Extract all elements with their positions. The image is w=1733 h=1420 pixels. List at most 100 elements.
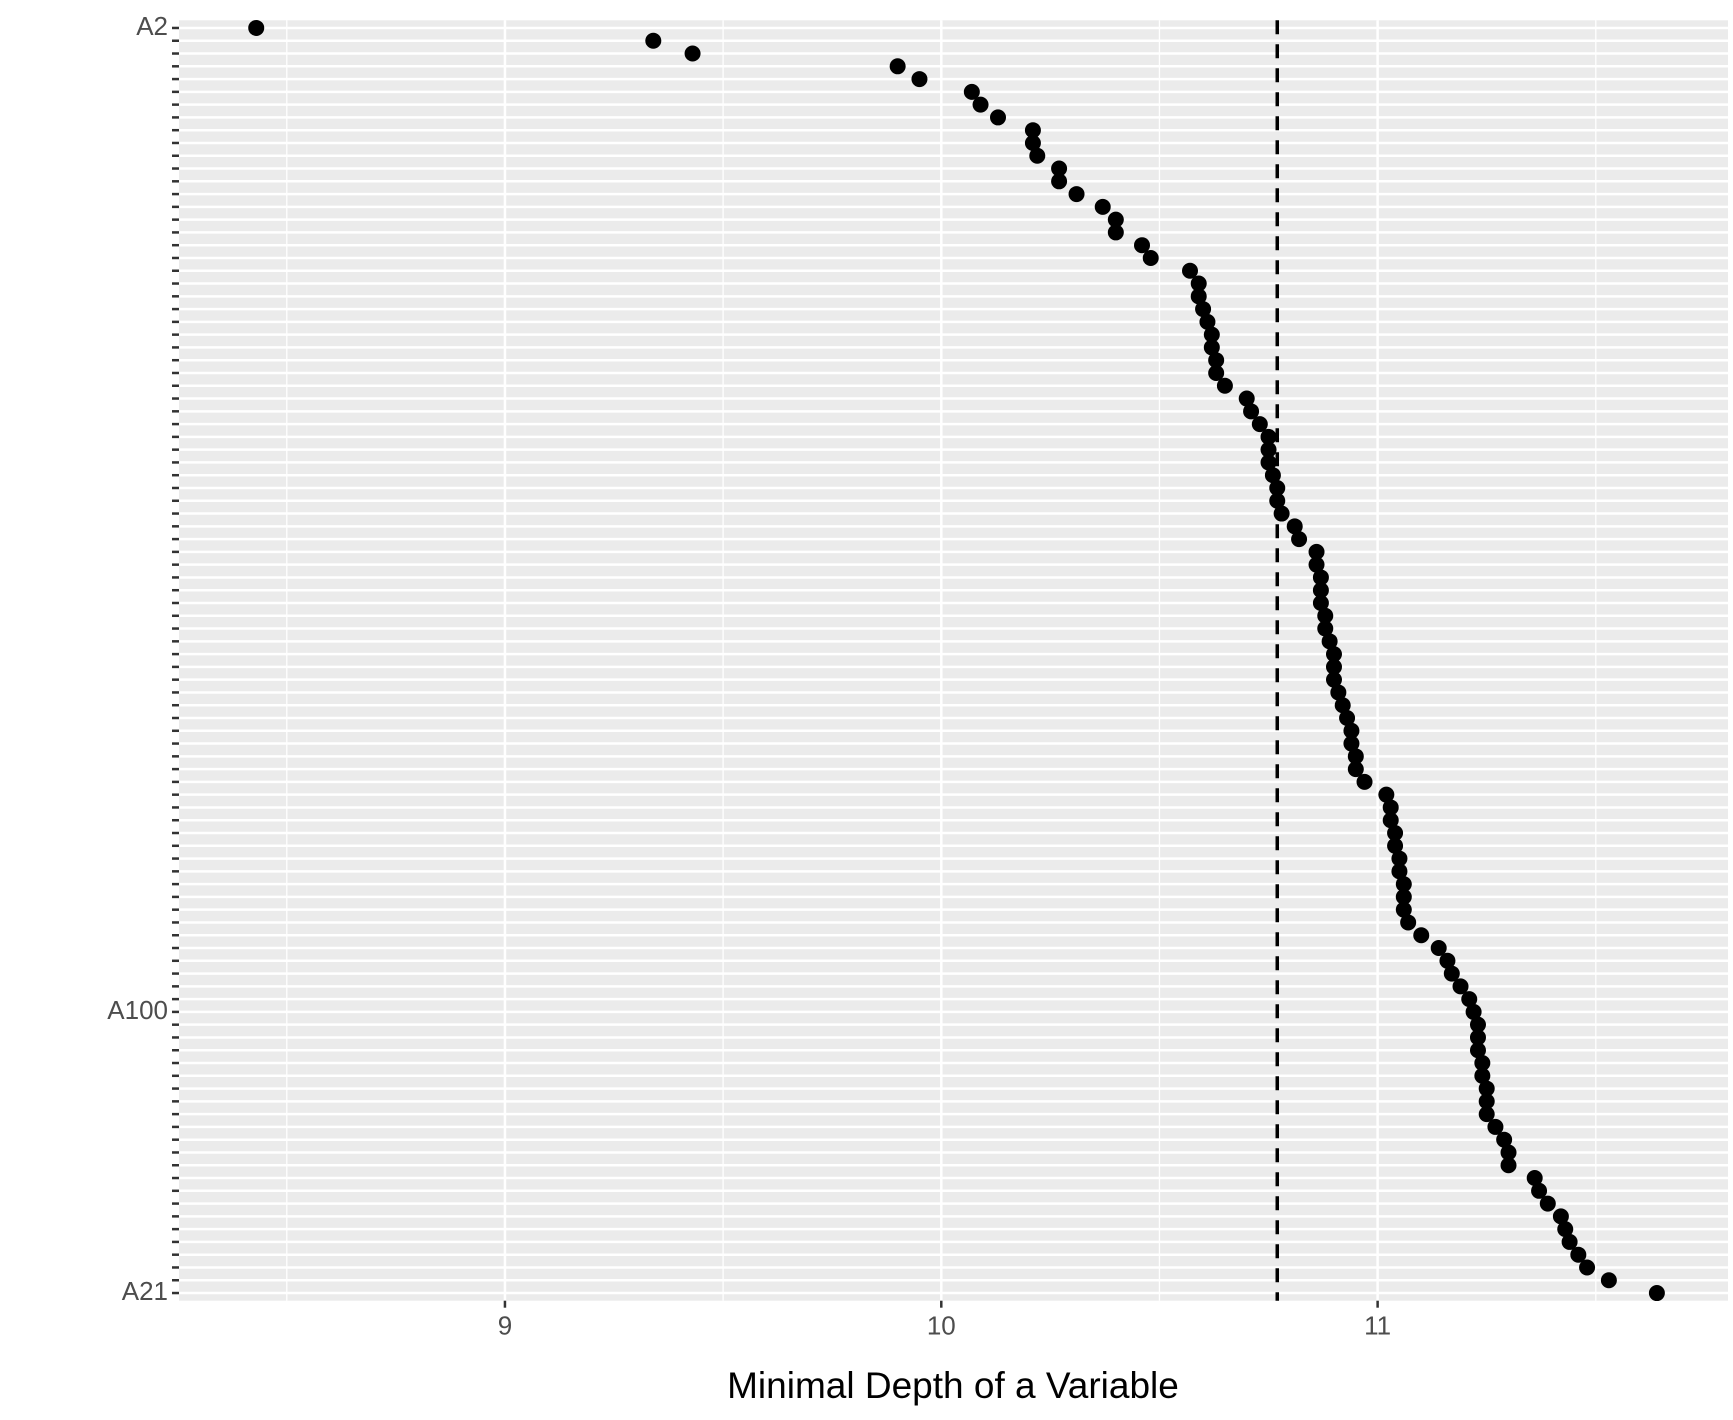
point (1330, 684, 1347, 701)
point (1648, 1285, 1665, 1302)
point (1024, 122, 1041, 139)
point (1391, 850, 1408, 867)
point (1190, 275, 1207, 292)
point (1557, 1221, 1574, 1238)
point (1391, 863, 1408, 880)
x-axis-title: Minimal Depth of a Variable (727, 1365, 1179, 1406)
x-tick-label: 11 (1364, 1311, 1391, 1341)
point (1051, 160, 1068, 177)
point (1552, 1208, 1569, 1225)
point (1238, 390, 1255, 407)
point (1387, 837, 1404, 854)
point (1526, 1170, 1543, 1187)
point (1051, 173, 1068, 190)
x-tick-label: 9 (498, 1311, 512, 1341)
point (1208, 364, 1225, 381)
point (1461, 991, 1478, 1008)
point (1142, 249, 1159, 266)
point (1500, 1144, 1517, 1161)
point (1478, 1080, 1495, 1097)
point (1469, 1016, 1486, 1033)
point (1347, 748, 1364, 765)
point (1478, 1106, 1495, 1123)
point (1343, 722, 1360, 739)
point (1579, 1259, 1596, 1276)
point (911, 71, 928, 88)
point (1208, 352, 1225, 369)
point (1413, 927, 1430, 944)
point (1024, 134, 1041, 151)
point (1181, 262, 1198, 279)
point (1343, 735, 1360, 752)
point (1308, 556, 1325, 573)
point (1539, 1195, 1556, 1212)
point (1312, 594, 1329, 611)
point (1443, 965, 1460, 982)
point (1190, 288, 1207, 305)
point (1094, 198, 1111, 215)
point (1378, 786, 1395, 803)
point (1308, 543, 1325, 560)
point (1334, 697, 1351, 714)
point (1321, 633, 1338, 650)
point (1068, 186, 1085, 203)
y-tick-label: A100 (107, 995, 168, 1025)
point (248, 19, 265, 36)
point (1251, 416, 1268, 433)
point (1531, 1182, 1548, 1199)
point (1395, 876, 1412, 893)
point (1195, 301, 1212, 318)
point (1029, 147, 1046, 164)
point (1260, 454, 1277, 471)
point (990, 109, 1007, 126)
point (889, 58, 906, 75)
point (1600, 1272, 1617, 1289)
point (1570, 1246, 1587, 1263)
point (1133, 237, 1150, 254)
point (1387, 825, 1404, 842)
point (1312, 569, 1329, 586)
point (1325, 646, 1342, 663)
point (1107, 211, 1124, 228)
point (1469, 1029, 1486, 1046)
point (1400, 914, 1417, 931)
point (1325, 658, 1342, 675)
point (1395, 888, 1412, 905)
point (1260, 441, 1277, 458)
point (1478, 1093, 1495, 1110)
point (1465, 1003, 1482, 1020)
x-tick-label: 10 (927, 1311, 956, 1341)
point (1487, 1118, 1504, 1135)
point (1260, 428, 1277, 445)
point (1286, 518, 1303, 535)
point (1474, 1067, 1491, 1084)
point (1243, 403, 1260, 420)
point (1439, 952, 1456, 969)
point (972, 96, 989, 113)
point (1561, 1233, 1578, 1250)
point (1216, 377, 1233, 394)
point (1317, 607, 1334, 624)
point (1339, 710, 1356, 727)
y-tick-label: A21 (122, 1276, 168, 1306)
point (1199, 313, 1216, 330)
point (1430, 940, 1447, 957)
point (1347, 761, 1364, 778)
point (963, 83, 980, 100)
point (1317, 620, 1334, 637)
point (1325, 671, 1342, 688)
point (1203, 339, 1220, 356)
plot-panel (179, 20, 1728, 1301)
y-tick-label: A2 (136, 11, 168, 41)
point (1382, 812, 1399, 829)
point (1382, 799, 1399, 816)
point (1452, 978, 1469, 995)
point (645, 32, 662, 49)
point (1500, 1157, 1517, 1174)
point (1107, 224, 1124, 241)
point (1496, 1131, 1513, 1148)
point (1312, 582, 1329, 599)
point (1474, 1055, 1491, 1072)
point (1395, 901, 1412, 918)
